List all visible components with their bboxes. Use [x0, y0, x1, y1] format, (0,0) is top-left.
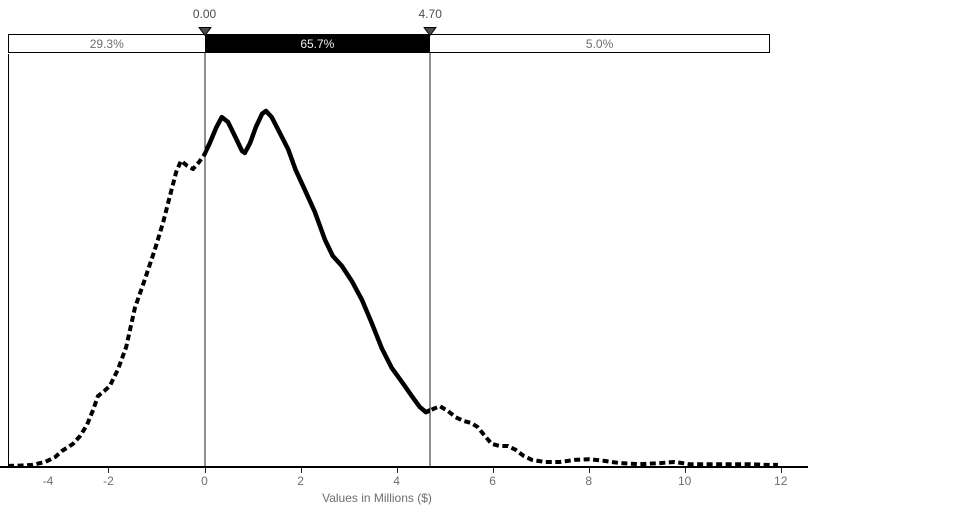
x-tick-mark	[396, 468, 398, 473]
plot-left-border	[8, 54, 9, 467]
x-axis-title: Values in Millions ($)	[322, 491, 432, 505]
x-axis-line	[0, 466, 808, 468]
band-left-tail: 29.3%	[9, 35, 205, 52]
upper-bound-value: 4.70	[418, 7, 442, 21]
x-tick-label: 12	[774, 474, 788, 488]
band-selected-range: 65.7%	[204, 35, 431, 52]
x-tick-label: 4	[393, 474, 400, 488]
band-left-label: 29.3%	[89, 36, 124, 51]
x-tick-mark	[108, 468, 110, 473]
band-right-label: 5.0%	[585, 36, 614, 51]
x-tick-mark	[780, 468, 782, 473]
x-tick-mark	[684, 468, 686, 473]
x-tick-mark	[492, 468, 494, 473]
band-selected-label: 65.7%	[300, 36, 335, 51]
x-tick-mark	[300, 468, 302, 473]
x-tick-label: -4	[42, 474, 54, 488]
x-tick-mark	[588, 468, 590, 473]
x-tick-label: 0	[201, 474, 208, 488]
band-right-tail: 5.0%	[430, 35, 769, 52]
certainty-bar: 29.3% 65.7% 5.0%	[8, 34, 770, 53]
x-tick-label: 8	[585, 474, 592, 488]
upper-grabber-icon[interactable]	[423, 27, 438, 37]
x-tick-label: 2	[297, 474, 304, 488]
density-curve-selected-range	[204, 108, 431, 415]
x-tick-label: 10	[678, 474, 692, 488]
lower-bound-value: 0.00	[192, 7, 217, 21]
lower-bound-line	[204, 53, 205, 467]
upper-bound-line	[429, 53, 431, 467]
density-curve-outside-range	[8, 109, 778, 468]
x-tick-label: 6	[489, 474, 496, 488]
x-tick-label: -2	[103, 474, 114, 488]
lower-grabber-icon[interactable]	[197, 27, 212, 37]
x-tick-mark	[204, 468, 206, 473]
